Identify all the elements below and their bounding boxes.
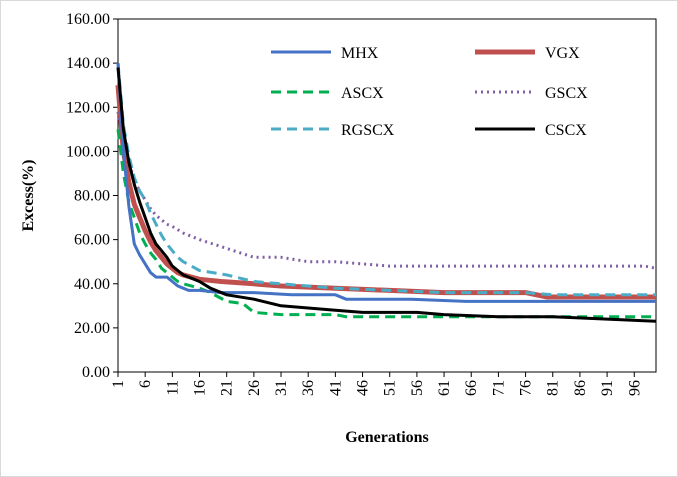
x-tick-label: 46 bbox=[355, 380, 372, 396]
y-tick-label: 120.00 bbox=[66, 99, 110, 116]
x-tick-label: 36 bbox=[300, 380, 317, 396]
x-tick-label: 81 bbox=[545, 380, 562, 396]
legend-label-ascx: ASCX bbox=[341, 85, 384, 102]
x-tick-label: 96 bbox=[626, 380, 643, 396]
series-line-cscx bbox=[116, 67, 657, 323]
legend-label-rgscx: RGSCX bbox=[341, 122, 395, 139]
series-line-ascx bbox=[116, 129, 656, 319]
x-tick-label: 51 bbox=[382, 380, 399, 396]
x-axis-title: Generations bbox=[345, 429, 429, 446]
y-tick-label: 40.00 bbox=[74, 276, 110, 293]
legend-label-gscx: GSCX bbox=[545, 85, 588, 102]
series-line-mhx bbox=[116, 63, 656, 303]
legend: MHX VGX ASCX GSCX RGSCX CSCX bbox=[271, 45, 588, 139]
y-tick-label: 20.00 bbox=[74, 320, 110, 337]
legend-label-cscx: CSCX bbox=[545, 122, 587, 139]
y-tick-label: 100.00 bbox=[66, 143, 110, 160]
x-tick-label: 71 bbox=[490, 380, 507, 396]
x-tick-label: 66 bbox=[463, 380, 480, 396]
x-tick-label: 16 bbox=[192, 380, 209, 396]
series-line-gscx bbox=[116, 111, 657, 270]
x-tick-label: 91 bbox=[599, 380, 616, 396]
y-tick-label: 60.00 bbox=[74, 232, 110, 249]
x-tick-label: 61 bbox=[436, 380, 453, 396]
x-tick-label: 56 bbox=[409, 380, 426, 396]
x-tick-label: 6 bbox=[137, 380, 154, 388]
y-tick-label: 0.00 bbox=[82, 364, 110, 381]
x-tick-label: 31 bbox=[273, 380, 290, 396]
x-tick-label: 21 bbox=[219, 380, 236, 396]
legend-label-vgx: VGX bbox=[545, 45, 580, 62]
y-axis-title: Excess(%) bbox=[20, 160, 37, 232]
x-tick-label: 26 bbox=[246, 380, 263, 396]
x-tick-label: 86 bbox=[572, 380, 589, 396]
series-line-vgx bbox=[115, 84, 656, 300]
x-tick-label: 41 bbox=[327, 380, 344, 396]
legend-label-mhx: MHX bbox=[341, 45, 379, 62]
series-lines bbox=[115, 62, 657, 323]
x-tick-label: 76 bbox=[518, 380, 535, 396]
y-tick-label: 160.00 bbox=[66, 11, 110, 28]
x-tick-label: 1 bbox=[110, 380, 127, 388]
axes: 0.00 20.00 40.00 60.00 80.00 100.00 120.00 140.… bbox=[66, 11, 657, 396]
x-tick-label: 11 bbox=[164, 380, 181, 395]
y-tick-label: 140.00 bbox=[66, 55, 110, 72]
y-tick-label: 80.00 bbox=[74, 188, 110, 205]
